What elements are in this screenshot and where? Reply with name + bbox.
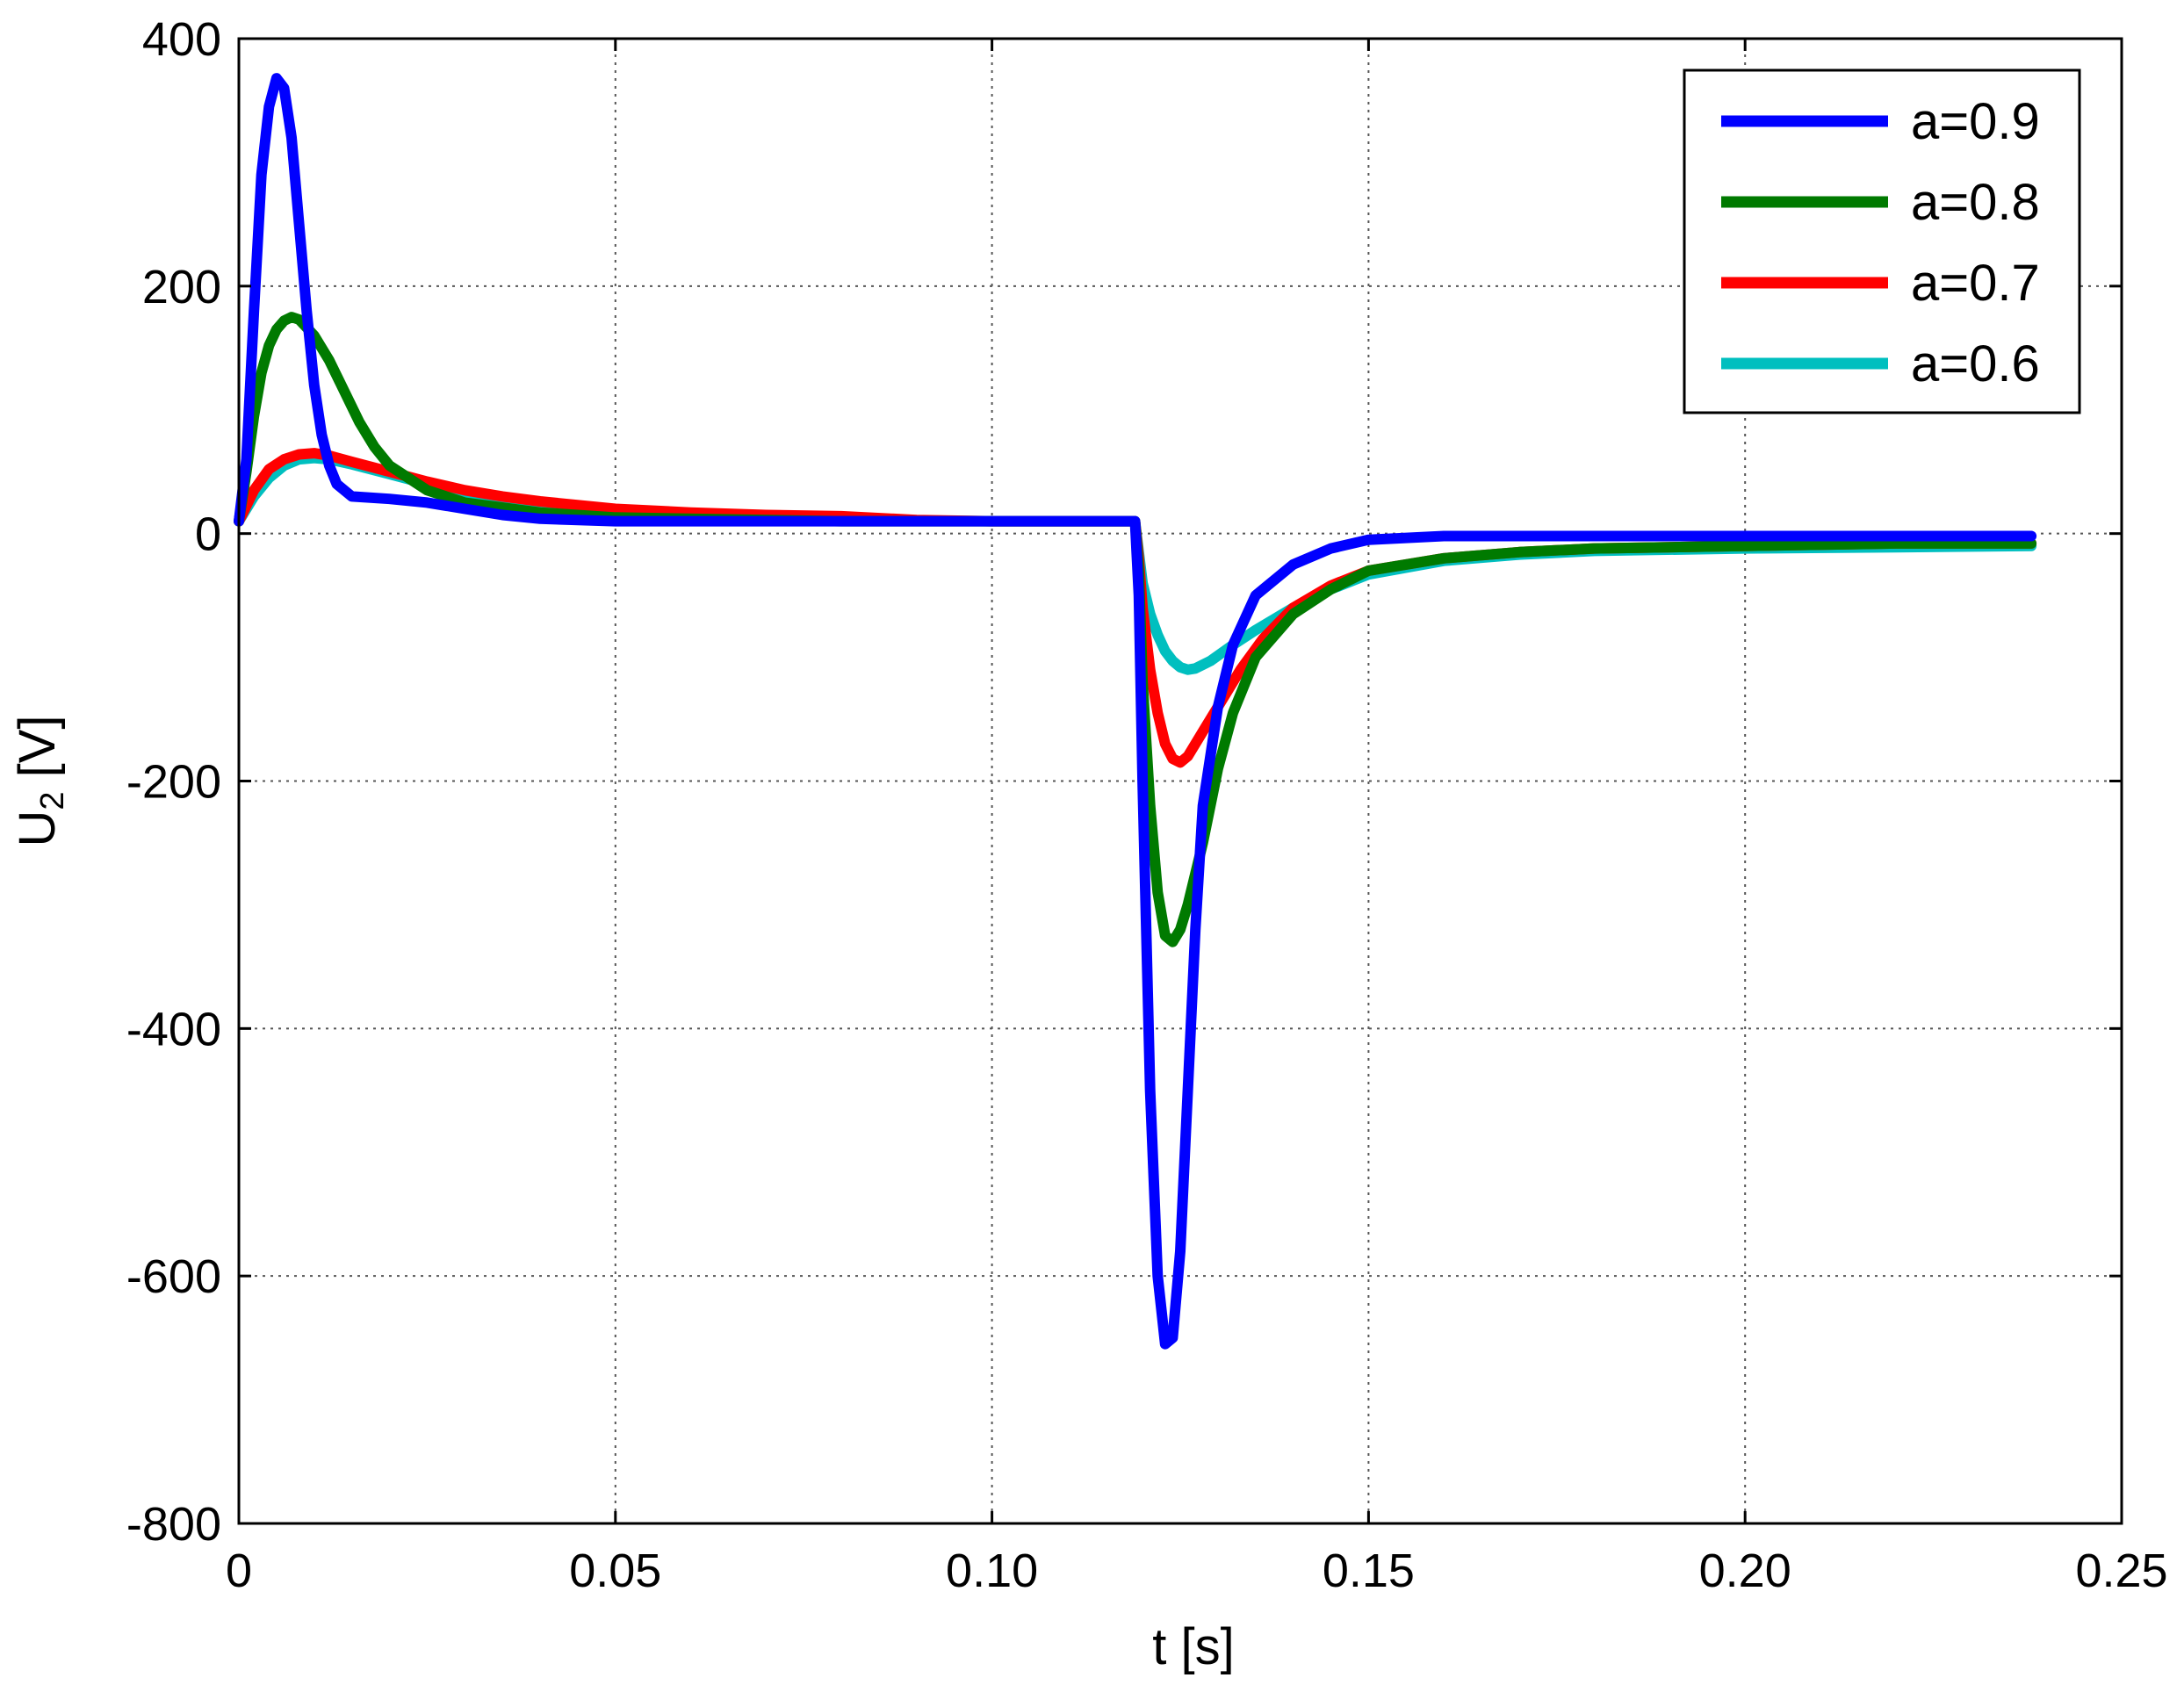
legend-label: a=0.7 [1911, 255, 2040, 312]
y-tick-labels: 400 200 0 -200 -400 -600 -800 [126, 13, 221, 1551]
y-axis-label: U2 [V] [9, 715, 71, 846]
y-tick-label: -800 [126, 1498, 221, 1551]
x-tick-label: 0 [226, 1545, 252, 1597]
y-tick-label: 400 [142, 13, 221, 66]
x-tick-labels: 0 0.05 0.10 0.15 0.20 0.25 [226, 1545, 2168, 1597]
y-tick-label: 200 [142, 261, 221, 313]
x-tick-label: 0.15 [1323, 1545, 1415, 1597]
legend-label: a=0.9 [1911, 93, 2040, 150]
y-tick-label: -400 [126, 1003, 221, 1055]
y-tick-label: 0 [195, 508, 221, 561]
series-line-a=0.9 [234, 73, 2037, 1350]
x-tick-label: 0.05 [569, 1545, 661, 1597]
y-axis-label-main: U [9, 810, 66, 847]
x-axis-label: t [s] [1152, 1618, 1234, 1675]
x-tick-label: 0.25 [2075, 1545, 2167, 1597]
legend: a=0.9 a=0.8 a=0.7 a=0.6 [1683, 68, 2081, 414]
x-tick-label: 0.10 [946, 1545, 1038, 1597]
legend-entries: a=0.9 a=0.8 a=0.7 a=0.6 [1721, 93, 2040, 392]
legend-box [1683, 68, 2081, 414]
y-tick-label: -600 [126, 1250, 221, 1303]
legend-label: a=0.6 [1911, 335, 2040, 392]
x-tick-label: 0.20 [1699, 1545, 1791, 1597]
series-group [234, 73, 2037, 1350]
y-axis-label-unit: [V] [9, 715, 66, 791]
y-tick-label: -200 [126, 756, 221, 809]
y-axis-label-subscript: 2 [34, 792, 71, 810]
ticks [237, 37, 2123, 1525]
legend-label: a=0.8 [1911, 174, 2040, 231]
